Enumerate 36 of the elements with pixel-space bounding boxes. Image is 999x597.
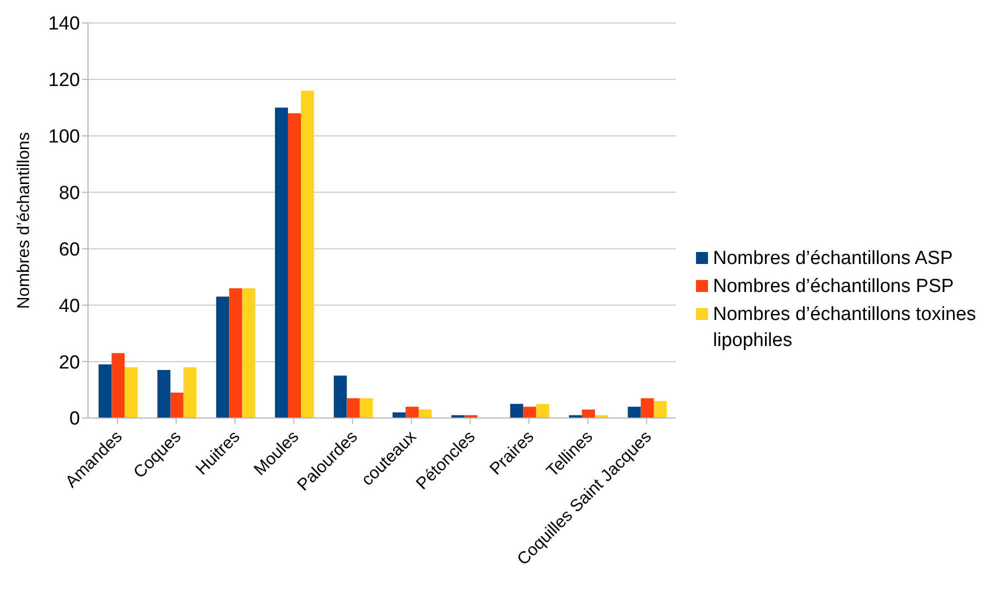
y-tick-label: 0 bbox=[69, 408, 80, 430]
bar bbox=[242, 288, 256, 418]
bar bbox=[216, 296, 230, 418]
y-axis-title: Nombres d’échantillons bbox=[14, 132, 34, 309]
legend-label: Nombres d’échantillons toxines lipophiles bbox=[713, 302, 977, 352]
bar bbox=[418, 410, 432, 418]
y-tick-label: 80 bbox=[58, 183, 80, 204]
bar bbox=[640, 398, 654, 418]
y-tick-label: 120 bbox=[48, 70, 80, 92]
y-tick-label: 100 bbox=[48, 126, 80, 148]
bar bbox=[628, 406, 641, 418]
bar bbox=[360, 398, 373, 418]
bar bbox=[406, 406, 419, 418]
bar bbox=[288, 113, 301, 418]
y-tick-label: 20 bbox=[58, 352, 80, 374]
bar bbox=[334, 376, 347, 418]
bar bbox=[112, 353, 125, 418]
legend-label: Nombres d’échantillons ASP bbox=[713, 246, 953, 270]
bar bbox=[523, 406, 536, 418]
bar bbox=[183, 367, 196, 418]
bar bbox=[170, 392, 184, 418]
bar bbox=[157, 370, 170, 418]
bar bbox=[654, 401, 667, 418]
bar bbox=[124, 367, 138, 418]
y-tick-label: 40 bbox=[58, 296, 80, 317]
bar bbox=[510, 404, 524, 418]
bar bbox=[98, 364, 112, 418]
bar bbox=[536, 404, 550, 418]
bar bbox=[274, 108, 288, 418]
legend-label: Nombres d’échantillons PSP bbox=[713, 274, 954, 298]
bar bbox=[582, 410, 595, 418]
bar bbox=[346, 398, 360, 418]
y-tick-label: 140 bbox=[48, 14, 80, 35]
y-tick-label: 60 bbox=[58, 239, 80, 260]
bar bbox=[300, 90, 314, 418]
bar bbox=[229, 288, 242, 418]
